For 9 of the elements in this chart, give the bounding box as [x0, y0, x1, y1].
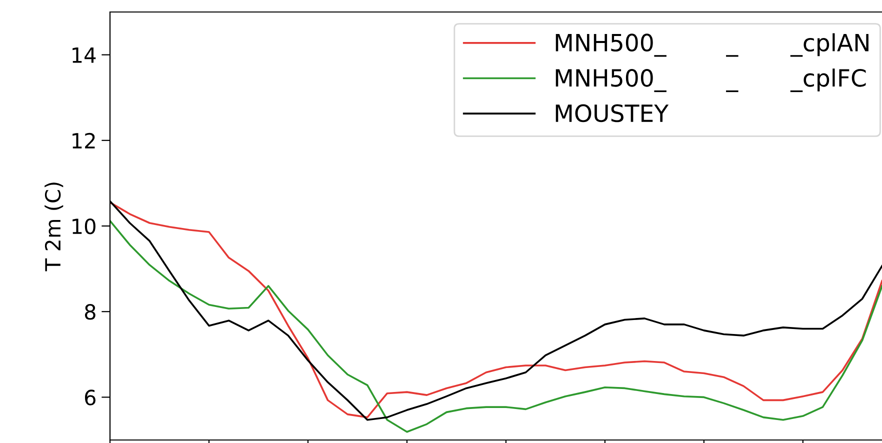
y-tick-label: 12: [72, 132, 95, 148]
y-tick-label: 6: [85, 390, 96, 406]
legend-label: MNH500_ _ _cplFC: [556, 68, 866, 92]
y-tick-label: 8: [84, 304, 96, 320]
legend-label: MOUSTEY: [556, 104, 669, 122]
legend-label: MNH500_ _ _cplAN: [556, 33, 868, 57]
y-tick-label: 10: [72, 218, 96, 234]
y-tick-label: 14: [72, 48, 96, 63]
y-axis-title: T 2m (C): [44, 182, 64, 272]
